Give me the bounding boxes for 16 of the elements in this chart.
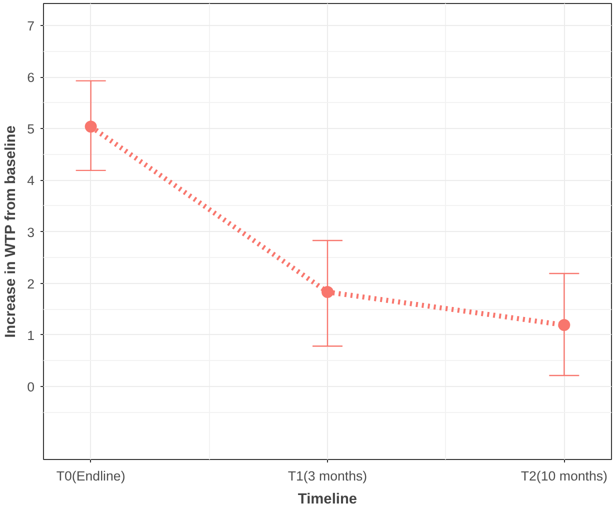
x-tick-label: T1(3 months) [288,468,368,484]
point [558,319,570,332]
y-tick-label: 4 [27,173,36,188]
y-tick-label: 1 [27,328,35,343]
x-axis-title: Timeline [298,492,358,508]
point [322,286,334,298]
y-tick-label: 5 [27,122,35,137]
point [84,120,97,133]
y-tick-label: 3 [27,224,35,240]
x-tick-label: T0(Endline) [56,468,126,484]
y-tick-label: 0 [27,379,35,394]
y-tick-label: 6 [27,70,35,86]
y-axis-title: Increase in WTP from baseline [3,125,20,338]
y-tick-label: 7 [27,18,35,34]
x-tick-label: T2(10 months) [520,468,608,484]
y-tick-label: 2 [27,276,35,292]
